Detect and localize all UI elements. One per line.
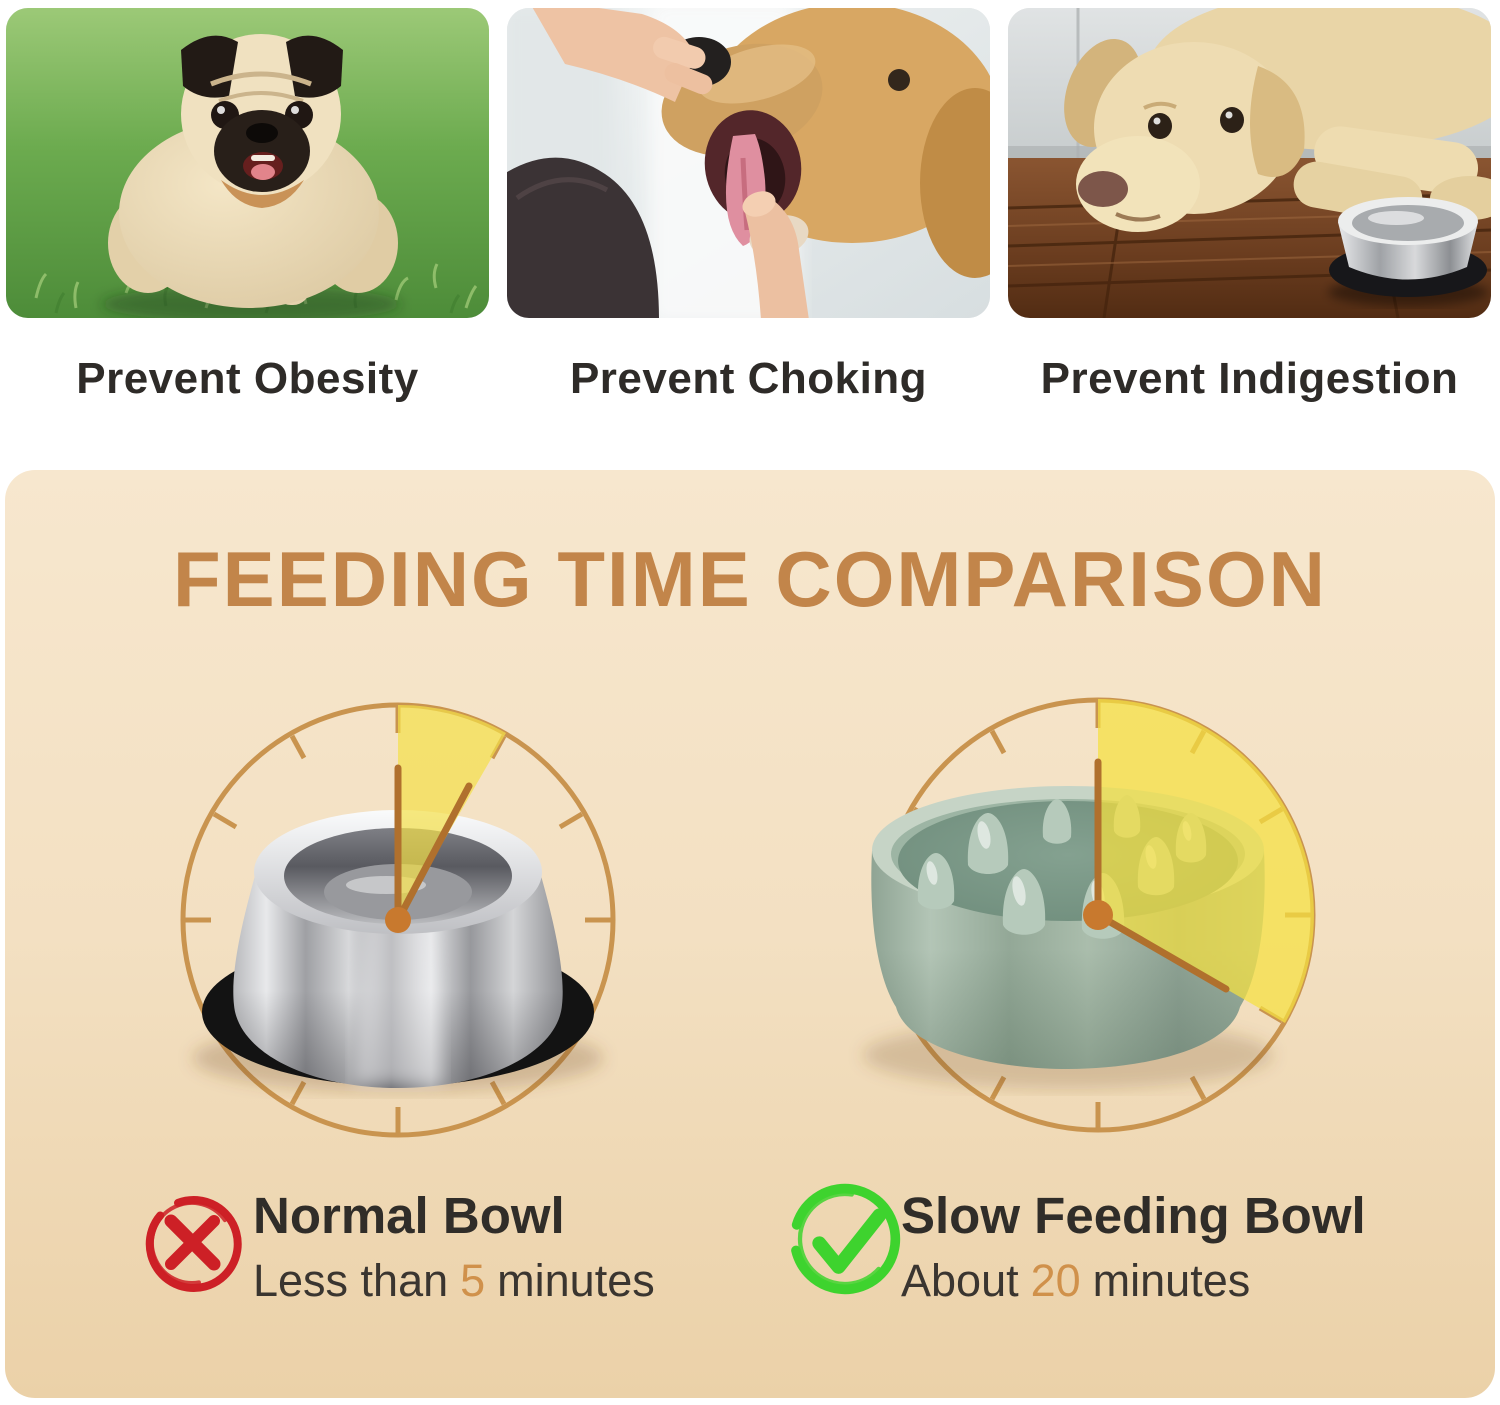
slow-feeding-bowl-label: Slow Feeding Bowl <box>901 1187 1366 1244</box>
red-x-icon <box>145 1196 242 1292</box>
normal-bowl-clock <box>180 702 616 1138</box>
twenty-minute-wedge <box>1098 699 1314 1023</box>
time-suffix: minutes <box>1092 1255 1251 1306</box>
normal-bowl-legend: Normal Bowl Less than 5 minutes <box>253 1186 655 1307</box>
steel-bowl-small <box>1328 197 1488 306</box>
normal-bowl-label: Normal Bowl <box>253 1187 565 1244</box>
caption-prevent-obesity: Prevent Obesity <box>76 354 419 403</box>
pug-dog <box>108 34 398 308</box>
time-prefix: Less than <box>253 1255 449 1306</box>
caption-prevent-indigestion: Prevent Indigestion <box>1040 354 1459 403</box>
time-value: 20 <box>1030 1255 1081 1306</box>
normal-bowl-time: Less than 5 minutes <box>253 1255 655 1307</box>
stainless-steel-bowl <box>193 810 603 1092</box>
dog-head <box>661 8 990 278</box>
person-hair <box>507 157 659 318</box>
dog-with-bowl-illustration <box>1008 8 1491 318</box>
clock-hands <box>1094 758 1230 993</box>
obese-pug-photo <box>6 8 489 318</box>
slow-feeding-bowl-legend: Slow Feeding Bowl About 20 minutes <box>901 1186 1366 1307</box>
dog-with-bowl-photo <box>1008 8 1491 318</box>
mouth-check-illustration <box>507 8 990 318</box>
slow-feeding-bowl-time: About 20 minutes <box>901 1255 1366 1307</box>
green-check-icon <box>789 1183 901 1295</box>
obese-pug-illustration <box>6 8 489 318</box>
clock-center-dot <box>1083 900 1113 930</box>
lying-labrador <box>1064 8 1491 232</box>
time-value: 5 <box>460 1255 486 1306</box>
panel-title: FEEDING TIME COMPARISON <box>173 535 1327 623</box>
slow-feeding-bowl-clock <box>863 697 1316 1133</box>
human-hands <box>532 8 809 318</box>
time-suffix: minutes <box>497 1255 655 1306</box>
clock-center-dot <box>385 907 411 933</box>
caption-prevent-choking: Prevent Choking <box>569 354 928 403</box>
time-prefix: About <box>901 1255 1019 1306</box>
feeding-time-comparison-panel: FEEDING TIME COMPARISON <box>5 470 1495 1398</box>
mouth-check-photo <box>507 8 990 318</box>
clock-hands <box>394 764 473 924</box>
